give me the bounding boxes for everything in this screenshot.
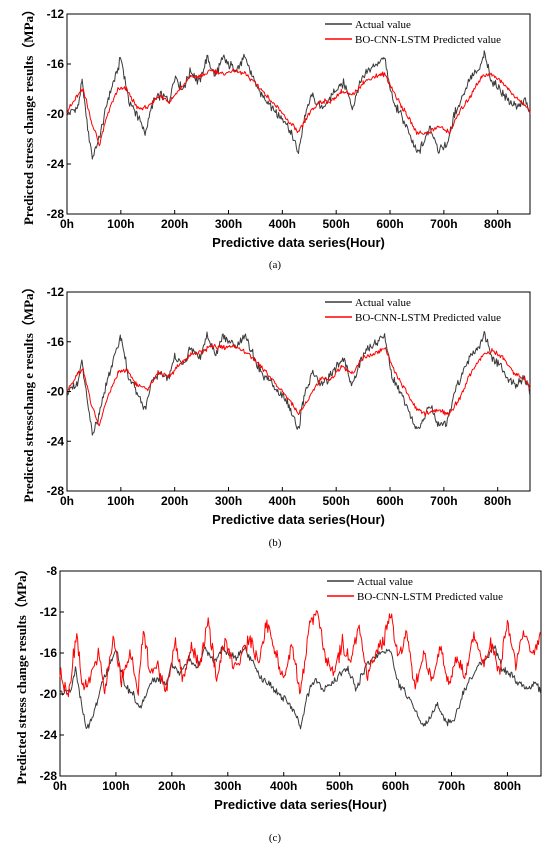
x-tick-label: 500h	[326, 779, 353, 793]
y-tick-label: -16	[47, 57, 65, 71]
x-tick-label: 100h	[107, 217, 134, 231]
series-line-actual	[59, 645, 542, 730]
x-tick-label: 500h	[323, 217, 350, 231]
tick-group: 0h 100h 200h 300h 400h 500h 600h 700h 800h -28 -24…	[47, 285, 512, 508]
x-tick-label: 0h	[53, 779, 67, 793]
tick-group: 0h 100h 200h 300h 400h 500h 600h 700h 800h -28 -24…	[47, 7, 512, 231]
legend: Actual value BO-CNN-LSTM Predicted value	[325, 297, 501, 324]
panel-caption: (a)	[269, 259, 282, 271]
series-line-predicted	[59, 610, 542, 698]
x-tick-label: 800h	[484, 217, 511, 231]
y-tick-label: -12	[47, 285, 65, 299]
y-tick-label: -28	[47, 484, 65, 498]
x-tick-label: 600h	[376, 217, 403, 231]
x-tick-label: 300h	[215, 217, 242, 231]
x-tick-label: 800h	[494, 779, 521, 793]
x-tick-label: 0h	[60, 494, 74, 508]
y-tick-label: -20	[40, 687, 58, 701]
y-tick-label: -20	[47, 107, 65, 121]
y-tick-label: -16	[47, 335, 65, 349]
y-tick-label: -28	[47, 207, 65, 221]
x-tick-label: 300h	[214, 779, 241, 793]
x-tick-label: 600h	[382, 779, 409, 793]
series-line-predicted	[66, 68, 531, 147]
y-tick-label: -16	[40, 646, 58, 660]
x-tick-label: 100h	[107, 494, 134, 508]
x-tick-label: 400h	[269, 494, 296, 508]
x-tick-label: 400h	[270, 779, 297, 793]
chart-panel-b: 0h 100h 200h 300h 400h 500h 600h 700h 800h -28 -24…	[21, 280, 531, 549]
legend-label-actual: Actual value	[357, 576, 413, 588]
x-tick-label: 700h	[438, 779, 465, 793]
legend-label-actual: Actual value	[355, 19, 411, 31]
series-group	[59, 610, 542, 730]
x-tick-label: 400h	[269, 217, 296, 231]
x-tick-label: 700h	[430, 217, 457, 231]
legend: Actual value BO-CNN-LSTM Predicted value	[327, 576, 503, 603]
y-axis-title: Predicted stresschang e results（MPa）	[21, 280, 36, 502]
legend-label-predicted: BO-CNN-LSTM Predicted value	[357, 591, 503, 603]
y-tick-label: -24	[47, 434, 65, 448]
x-tick-label: 200h	[161, 217, 188, 231]
legend-label-predicted: BO-CNN-LSTM Predicted value	[355, 312, 501, 324]
x-axis-title: Predictive data series(Hour)	[212, 235, 385, 250]
x-tick-label: 600h	[376, 494, 403, 508]
series-line-actual	[66, 330, 531, 436]
tick-group: 0h 100h 200h 300h 400h 500h 600h 700h 800h -28 -24…	[40, 564, 521, 793]
x-tick-label: 200h	[158, 779, 185, 793]
x-tick-label: 300h	[215, 494, 242, 508]
y-tick-label: -28	[40, 769, 58, 783]
series-group	[66, 50, 531, 160]
x-tick-label: 800h	[484, 494, 511, 508]
y-axis-title: Predicted stress change results（MPa）	[14, 562, 29, 784]
x-tick-label: 0h	[60, 217, 74, 231]
chart-panel-a: 0h 100h 200h 300h 400h 500h 600h 700h 800h -28 -24…	[21, 3, 531, 271]
y-tick-label: -20	[47, 385, 65, 399]
x-tick-label: 700h	[430, 494, 457, 508]
y-tick-label: -12	[40, 605, 58, 619]
y-tick-label: -12	[47, 7, 65, 21]
y-tick-label: -24	[47, 157, 65, 171]
y-tick-label: -24	[40, 728, 58, 742]
legend-label-actual: Actual value	[355, 297, 411, 309]
chart-panel-c: 0h 100h 200h 300h 400h 500h 600h 700h 800h -28 -24…	[14, 562, 542, 844]
x-tick-label: 200h	[161, 494, 188, 508]
series-line-predicted	[66, 343, 531, 427]
x-tick-label: 500h	[323, 494, 350, 508]
x-axis-title: Predictive data series(Hour)	[214, 797, 387, 812]
legend-label-predicted: BO-CNN-LSTM Predicted value	[355, 34, 501, 46]
series-group	[66, 330, 531, 436]
series-line-actual	[66, 50, 531, 160]
x-axis-title: Predictive data series(Hour)	[212, 512, 385, 527]
y-tick-label: -8	[46, 564, 57, 578]
legend: Actual value BO-CNN-LSTM Predicted value	[325, 19, 501, 46]
panel-caption: (b)	[269, 537, 282, 549]
panel-caption: (c)	[269, 832, 282, 844]
y-axis-title: Predicted stress change results（MPa）	[21, 3, 36, 225]
x-tick-label: 100h	[102, 779, 129, 793]
